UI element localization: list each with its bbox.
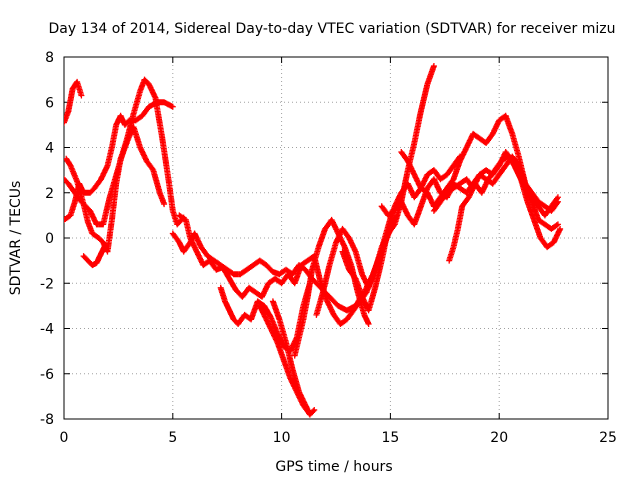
data-point-markers xyxy=(269,298,313,418)
y-tick-label: 4 xyxy=(45,141,54,157)
x-tick-label: 10 xyxy=(273,430,291,446)
data-point-markers xyxy=(64,78,85,126)
y-axis-label: SDTVAR / TECUs xyxy=(8,181,24,296)
x-tick-label: 15 xyxy=(381,430,399,446)
x-tick-label: 25 xyxy=(599,430,617,446)
data-point-markers xyxy=(80,241,109,269)
chart-title: Day 134 of 2014, Sidereal Day-to-day VTE… xyxy=(49,21,616,37)
data-points xyxy=(64,63,564,418)
y-tick-label: -4 xyxy=(40,322,54,338)
series-trace-13 xyxy=(339,153,464,314)
x-tick-label: 20 xyxy=(490,430,508,446)
series-trace-17 xyxy=(430,149,561,232)
y-tick-label: 8 xyxy=(45,50,54,66)
data-point-markers xyxy=(64,124,168,255)
series-trace-9 xyxy=(256,302,318,418)
series-trace-4 xyxy=(64,124,168,255)
x-tick-label: 0 xyxy=(60,430,69,446)
x-axis-label: GPS time / hours xyxy=(275,459,392,475)
series-trace-10 xyxy=(269,298,313,418)
y-tick-label: 6 xyxy=(45,95,54,111)
x-tick-label: 5 xyxy=(168,430,177,446)
data-point-markers xyxy=(430,149,561,232)
y-tick-label: -2 xyxy=(40,276,54,292)
y-tick-label: -6 xyxy=(40,367,54,383)
y-tick-label: 0 xyxy=(45,231,54,247)
y-tick-label: -8 xyxy=(40,412,54,428)
series-trace-1 xyxy=(64,78,85,126)
plot-frame xyxy=(63,56,609,420)
tick-labels: 0 5 10 15 20 25 -8 -6 -4 -2 0 2 4 6 8 xyxy=(40,50,617,446)
series-trace-5 xyxy=(80,241,109,269)
data-point-markers xyxy=(256,302,318,418)
y-tick-label: 2 xyxy=(45,186,54,202)
data-point-markers xyxy=(339,153,464,314)
